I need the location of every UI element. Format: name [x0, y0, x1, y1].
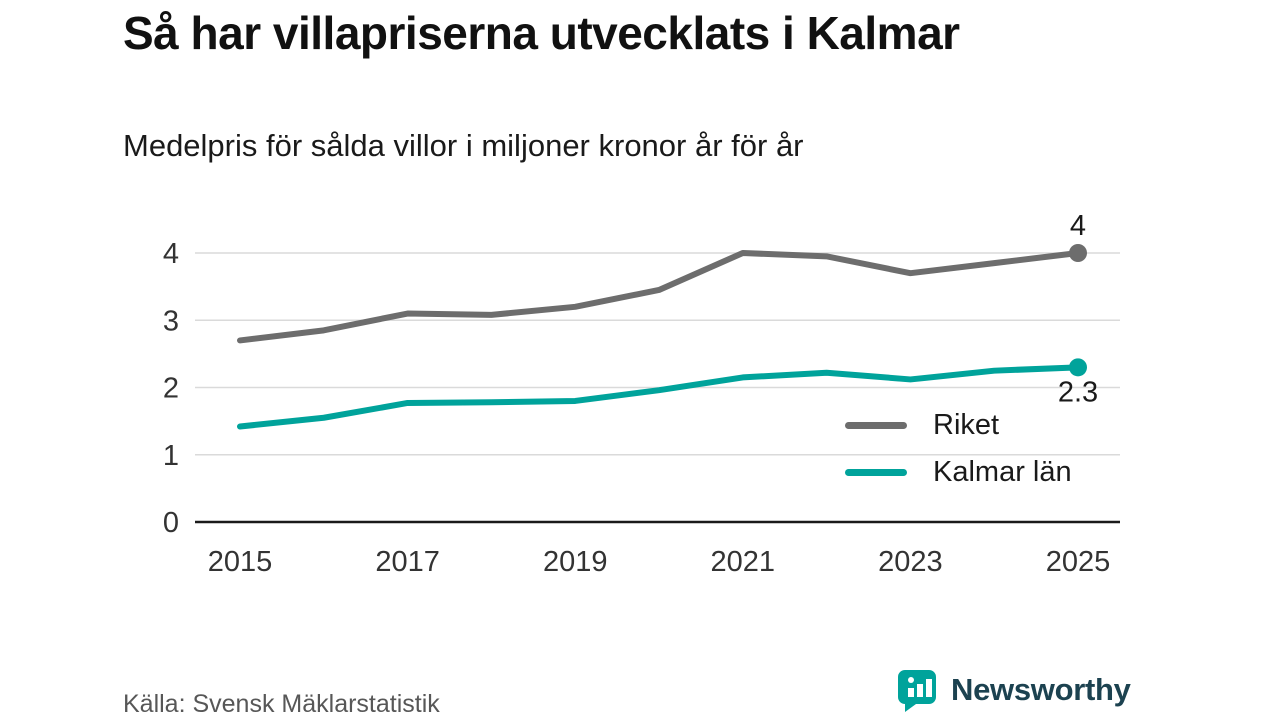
svg-text:2021: 2021: [711, 546, 776, 578]
legend-item-kalmar: Kalmar län: [845, 449, 1072, 496]
svg-text:2015: 2015: [208, 546, 273, 578]
svg-text:4: 4: [1070, 210, 1086, 242]
page-subtitle: Medelpris för sålda villor i miljoner kr…: [123, 128, 804, 163]
svg-text:2017: 2017: [375, 546, 440, 578]
svg-text:2019: 2019: [543, 546, 608, 578]
legend-swatch-kalmar: [845, 469, 907, 476]
legend-swatch-riket: [845, 422, 907, 429]
legend-item-riket: Riket: [845, 402, 1072, 449]
newsworthy-logo-icon: [898, 670, 936, 712]
page-title: Så har villapriserna utvecklats i Kalmar: [123, 7, 960, 59]
legend-label-kalmar: Kalmar län: [933, 456, 1072, 488]
svg-text:4: 4: [163, 238, 179, 270]
legend-label-riket: Riket: [933, 409, 1000, 441]
brand-name: Newsworthy: [951, 672, 1131, 707]
svg-text:1: 1: [163, 440, 179, 472]
svg-text:2: 2: [163, 373, 179, 405]
source-text: Källa: Svensk Mäklarstatistik: [123, 690, 440, 718]
svg-text:0: 0: [163, 507, 179, 539]
svg-text:2025: 2025: [1046, 546, 1111, 578]
svg-text:2023: 2023: [878, 546, 943, 578]
svg-text:3: 3: [163, 305, 179, 337]
brand-lockup: Newsworthy: [898, 668, 1131, 712]
chart-legend: Riket Kalmar län: [845, 402, 1072, 496]
